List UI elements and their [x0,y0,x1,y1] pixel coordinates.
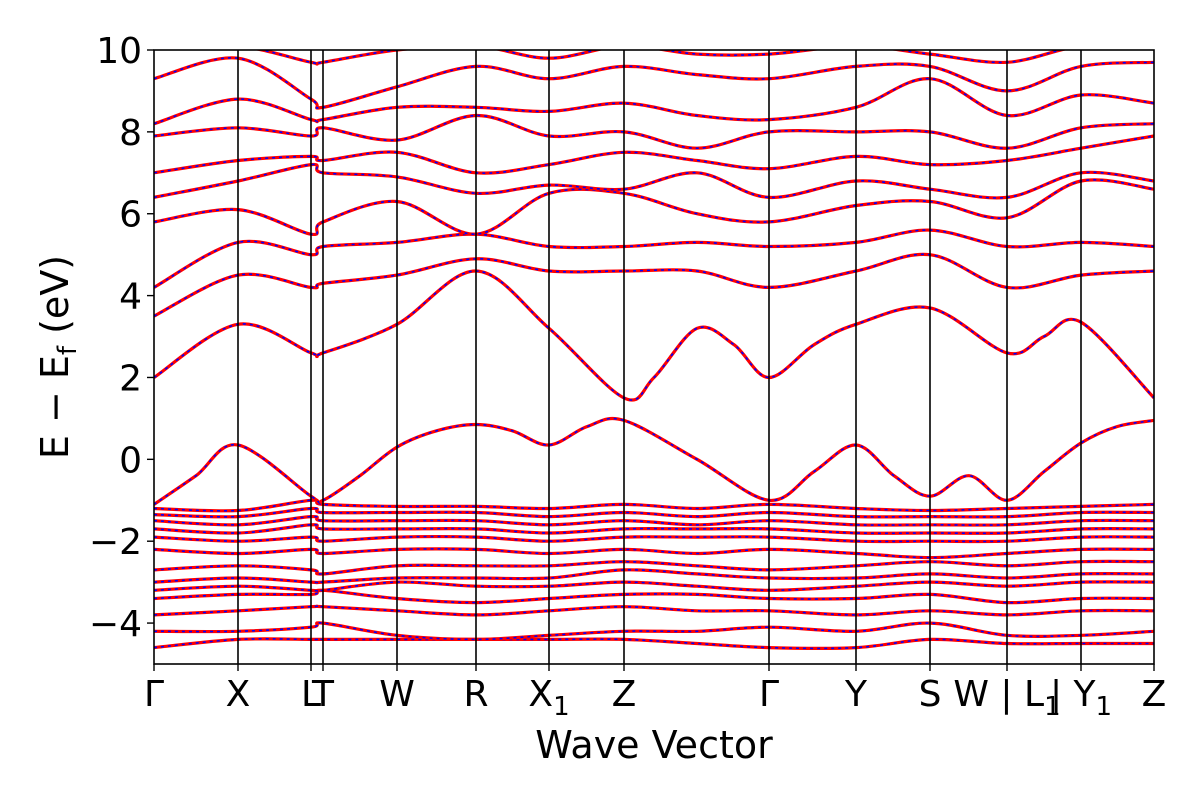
band-line [154,534,1154,544]
x-tick-label-main: | Y [1050,674,1097,715]
x-tick-label-main: R [463,674,488,715]
x-tick-label: L [301,674,321,715]
x-tick-label: W [379,674,415,715]
y-tick-label: −2 [89,522,142,563]
band-line [154,568,1154,585]
band-line-overlay [154,270,1154,401]
x-tick-label: Γ [144,674,164,715]
y-tick-label: 8 [119,113,142,154]
x-tick-label-main: S [919,674,942,715]
band-line-overlay [154,560,1154,575]
high-symmetry-lines [237,50,1082,664]
x-tick-label-sub: 1 [1096,692,1113,722]
x-tick-label: Γ [759,674,779,715]
band-line-overlay [154,229,1154,289]
band-line [154,588,1154,605]
x-axis-ticks: Γ X LT W R X1 Z Γ Y S W | L1| Y1 Z [144,664,1166,722]
x-tick-label: Y [844,674,868,715]
band-line [154,252,1154,318]
band-line [154,56,1154,110]
band-line-overlay [154,622,1154,641]
band-line-overlay [154,135,1154,174]
x-tick-label-main: L [301,674,321,715]
x-tick-label: X [226,674,251,715]
x-tick-label: S [919,674,942,715]
x-tick-label-main: Z [612,674,637,715]
y-tick-label: 0 [119,440,142,481]
x-tick-label-main: T [311,674,335,715]
band-line-overlay [154,548,1154,559]
x-tick-label: | Y1 [1050,674,1112,722]
band-line [154,113,1154,150]
x-tick-label-main: Z [1142,674,1167,715]
band-line [154,178,1154,237]
y-tick-label: 10 [96,31,142,72]
x-tick-label: X1 [528,674,569,722]
x-tick-label-main: X [528,674,553,715]
x-tick-label-main: W [379,674,415,715]
band-line-overlay [154,535,1154,543]
x-tick-label-sub: 1 [553,692,570,722]
x-tick-label: R [463,674,488,715]
band-line-overlay [154,523,1154,535]
x-tick-label-main: X [226,674,251,715]
plot-frame [153,49,1155,665]
x-tick-label-sub: 1 [1044,692,1061,722]
band-line-overlay [154,77,1154,125]
y-axis-title-main: E − E [33,355,77,459]
y-tick-label: 6 [119,195,142,236]
x-tick-label-main: Γ [759,674,779,715]
y-tick-label: 4 [119,277,142,318]
x-tick-label: Z [1142,674,1167,715]
x-axis-title: Wave Vector [535,723,773,767]
y-tick-label: 2 [119,358,142,399]
band-line-overlay [154,179,1154,236]
y-axis-title: E − Ef (eV) [33,255,83,459]
y-axis-ticks: −4 −2 0 2 4 6 8 10 [89,31,154,645]
x-tick-label-main: Γ [144,674,164,715]
band-line [154,228,1154,289]
x-tick-label-main: W | L [953,674,1044,715]
band-line-overlay [154,507,1154,518]
x-tick-label: Z [612,674,637,715]
band-line-overlay [154,163,1154,199]
y-tick-label: −4 [89,604,142,645]
band-line [154,604,1154,617]
x-tick-label: T [311,674,335,715]
band-line-overlay [154,114,1154,150]
band-line [154,269,1154,402]
y-axis-title-unit: (eV) [33,255,77,346]
band-line [154,416,1154,506]
band-line [154,134,1154,175]
x-tick-label: W | L1 [953,674,1060,722]
band-lines [154,50,1154,651]
band-line [254,50,1068,66]
x-tick-label-main: Y [844,674,868,715]
y-axis-title-sub: f [53,345,83,355]
band-line [154,637,1154,651]
band-line-overlay [154,515,1154,526]
band-line-overlay [154,589,1154,604]
band-line-overlay [154,57,1154,109]
